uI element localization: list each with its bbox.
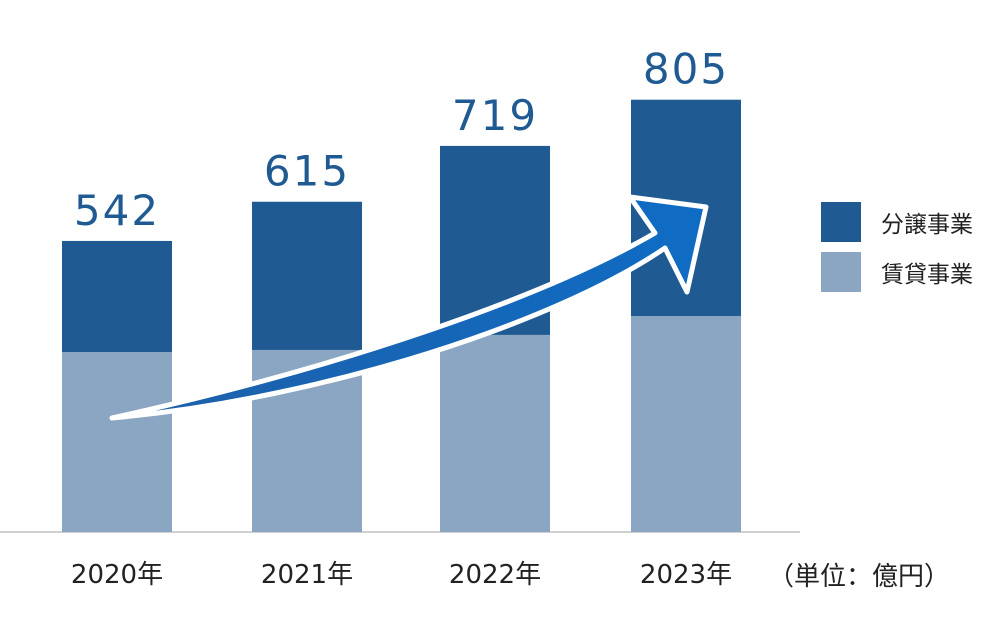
category-label-0: 2020年 — [71, 560, 163, 590]
category-labels-group: 2020年 2021年 2022年 2023年 — [71, 560, 732, 590]
bar-segment-rental-0 — [62, 352, 172, 532]
legend-label-rental: 賃貸事業 — [881, 262, 973, 288]
legend-swatch-sales — [821, 202, 861, 242]
unit-label: （単位：億円） — [768, 562, 951, 592]
legend-label-sales: 分譲事業 — [881, 212, 973, 238]
legend-item-sales: 分譲事業 — [821, 202, 973, 242]
total-label-1: 615 — [264, 147, 350, 196]
bar-segment-sales-1 — [252, 201, 362, 350]
category-label-2: 2022年 — [449, 560, 541, 590]
legend-item-rental: 賃貸事業 — [821, 252, 973, 292]
growth-trend-arrow — [109, 194, 709, 421]
legend-swatch-rental — [821, 252, 861, 292]
legend: 分譲事業 賃貸事業 — [821, 202, 973, 302]
category-label-1: 2021年 — [261, 560, 353, 590]
bar-segment-rental-2 — [440, 334, 550, 532]
total-label-0: 542 — [74, 186, 160, 235]
bars-group — [62, 99, 741, 532]
total-labels-group: 542 615 719 805 — [74, 45, 729, 235]
total-label-3: 805 — [643, 45, 729, 94]
bar-segment-rental-3 — [631, 316, 741, 532]
category-label-3: 2023年 — [640, 560, 732, 590]
total-label-2: 719 — [452, 91, 538, 140]
bar-segment-sales-0 — [62, 240, 172, 353]
